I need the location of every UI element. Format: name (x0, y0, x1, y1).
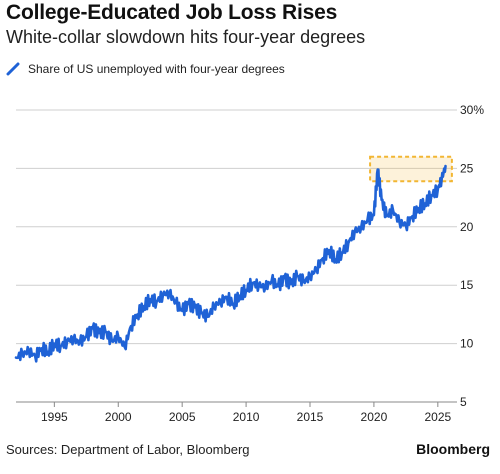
series-line-0 (14, 164, 447, 363)
source-note: Sources: Department of Labor, Bloomberg (6, 442, 250, 457)
x-tick-label: 2020 (361, 410, 388, 424)
chart-title: College-Educated Job Loss Rises (6, 1, 338, 24)
y-tick-label: 30% (460, 103, 484, 117)
y-tick-label: 20 (460, 220, 474, 234)
bloomberg-logo: Bloomberg (416, 441, 490, 457)
x-tick-label: 1995 (41, 410, 68, 424)
y-tick-label: 25 (460, 161, 474, 175)
x-tick-label: 2015 (297, 410, 324, 424)
y-tick-label: 5 (460, 395, 467, 409)
legend-label: Share of US unemployed with four-year de… (28, 62, 285, 76)
legend-swatch-icon (6, 62, 20, 76)
chart-subtitle: White-collar slowdown hits four-year deg… (6, 27, 366, 47)
x-tick-label: 2000 (105, 410, 132, 424)
y-tick-label: 15 (460, 278, 474, 292)
x-tick-label: 2010 (233, 410, 260, 424)
y-tick-label: 10 (460, 337, 474, 351)
highlight-box (369, 155, 453, 183)
x-tick-label: 2025 (424, 410, 451, 424)
legend: Share of US unemployed with four-year de… (6, 62, 285, 76)
x-tick-label: 2005 (169, 410, 196, 424)
